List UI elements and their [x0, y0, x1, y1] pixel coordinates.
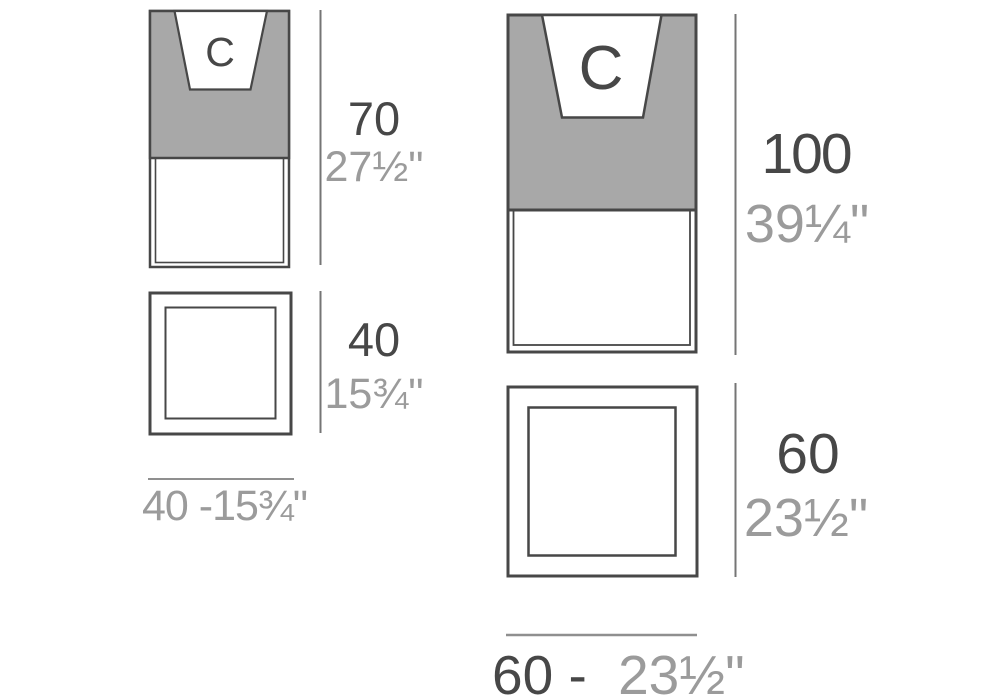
small-base-inner-line: [154, 157, 285, 264]
large-front-view: C: [506, 13, 698, 354]
small-height-inches-label: 27½": [325, 143, 424, 191]
large-top-cm-label: 60: [776, 422, 839, 486]
large-width-cm-part: 60 -: [492, 644, 587, 700]
small-top-view: [148, 291, 293, 436]
small-height-cm-label: 70: [348, 92, 400, 145]
small-brand-logo: C: [205, 29, 235, 75]
large-width-inches-part: 23½": [618, 644, 745, 700]
large-base-inner-line: [512, 209, 691, 346]
small-front-view: C: [148, 9, 291, 269]
large-height-cm-label: 100: [761, 122, 850, 186]
large-planter-mouth: [540, 13, 663, 119]
small-width-label: 40 -15¾": [142, 482, 307, 530]
large-top-inches-label: 23½": [744, 488, 868, 548]
small-top-inches-label: 15¾": [325, 370, 424, 418]
small-planter-mouth: [173, 9, 269, 91]
large-brand-logo: C: [579, 34, 624, 103]
small-top-outer-square: [148, 291, 293, 436]
small-top-inner-square: [164, 306, 277, 420]
small-top-cm-label: 40: [348, 313, 400, 366]
large-top-view: [506, 385, 699, 578]
large-top-inner-square: [527, 406, 677, 557]
large-width-label: 60 - 23½": [492, 644, 745, 700]
large-top-outer-square: [506, 385, 699, 578]
large-height-inches-label: 39¼": [745, 194, 869, 254]
